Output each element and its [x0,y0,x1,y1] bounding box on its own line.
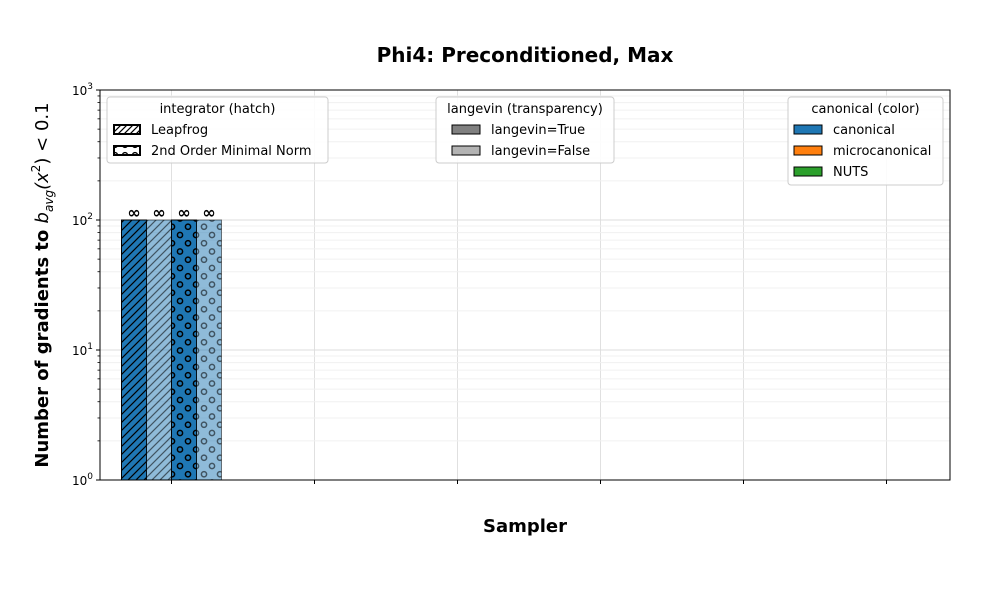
bar-value-label: ∞ [127,203,140,222]
legend-swatch-canonical [793,124,823,135]
y-label-b: b [32,212,53,223]
legend-label: langevin=False [491,144,590,159]
x-axis [171,480,887,484]
legend-swatch-langevin-false [451,145,481,156]
bars [121,219,222,481]
bar-hatch-minimal-norm-langevin-true [171,219,197,481]
x-axis-label: Sampler [483,516,567,537]
legend-swatch-nuts [793,166,823,177]
legend-title: integrator (hatch) [160,102,276,117]
legend-swatch-microcanonical [793,145,823,156]
bar-hatch-leapfrog-langevin-true [121,219,147,481]
chart-title: Phi4: Preconditioned, Max [377,43,674,67]
legend-label: Leapfrog [151,123,208,138]
bar-hatch-minimal-norm-langevin-false [196,219,222,481]
legend-frame [787,96,944,186]
y-label-sup: 2 [29,165,43,173]
legend-label: microcanonical [833,144,931,159]
legend-swatch-langevin-true [451,124,481,135]
legend-title: canonical (color) [811,102,919,117]
y-tick-label: 102 [72,212,93,228]
bar-labels: ∞ ∞ ∞ ∞ [127,203,215,222]
bar-hatch-leapfrog-langevin-false [146,219,172,481]
bar-value-label: ∞ [152,203,165,222]
legend-label: 2nd Order Minimal Norm [151,144,311,159]
y-label-prefix: Number of gradients to [32,223,53,467]
y-tick-label: 103 [72,82,93,98]
plot-frame [99,89,951,481]
legend-frame [106,96,329,164]
bar-value-label: ∞ [177,203,190,222]
legend-integrator: integrator (hatch) Leapfrog 2nd Order Mi… [106,96,329,164]
y-axis-label: Number of gradients to bavg(x2) < 0.1 [29,102,56,467]
legend-label: NUTS [833,165,868,180]
legend-swatch-leapfrog-hatch [113,124,141,135]
y-label-open: (x [32,172,53,190]
y-axis: 100 101 102 103 [72,82,100,488]
bar-value-label: ∞ [202,203,215,222]
legend-label: canonical [833,123,895,138]
y-label-close: ) < 0.1 [32,102,53,164]
legend-canonical: canonical (color) canonical microcanonic… [787,96,944,186]
legend-langevin: langevin (transparency) langevin=True la… [435,96,615,164]
legend-swatch-minimal-norm-hatch [113,145,141,156]
legend-title: langevin (transparency) [447,102,603,117]
y-tick-label: 101 [72,342,93,358]
legend-label: langevin=True [491,123,585,138]
y-tick-label: 100 [72,472,93,488]
y-label-sub: avg [42,190,56,212]
